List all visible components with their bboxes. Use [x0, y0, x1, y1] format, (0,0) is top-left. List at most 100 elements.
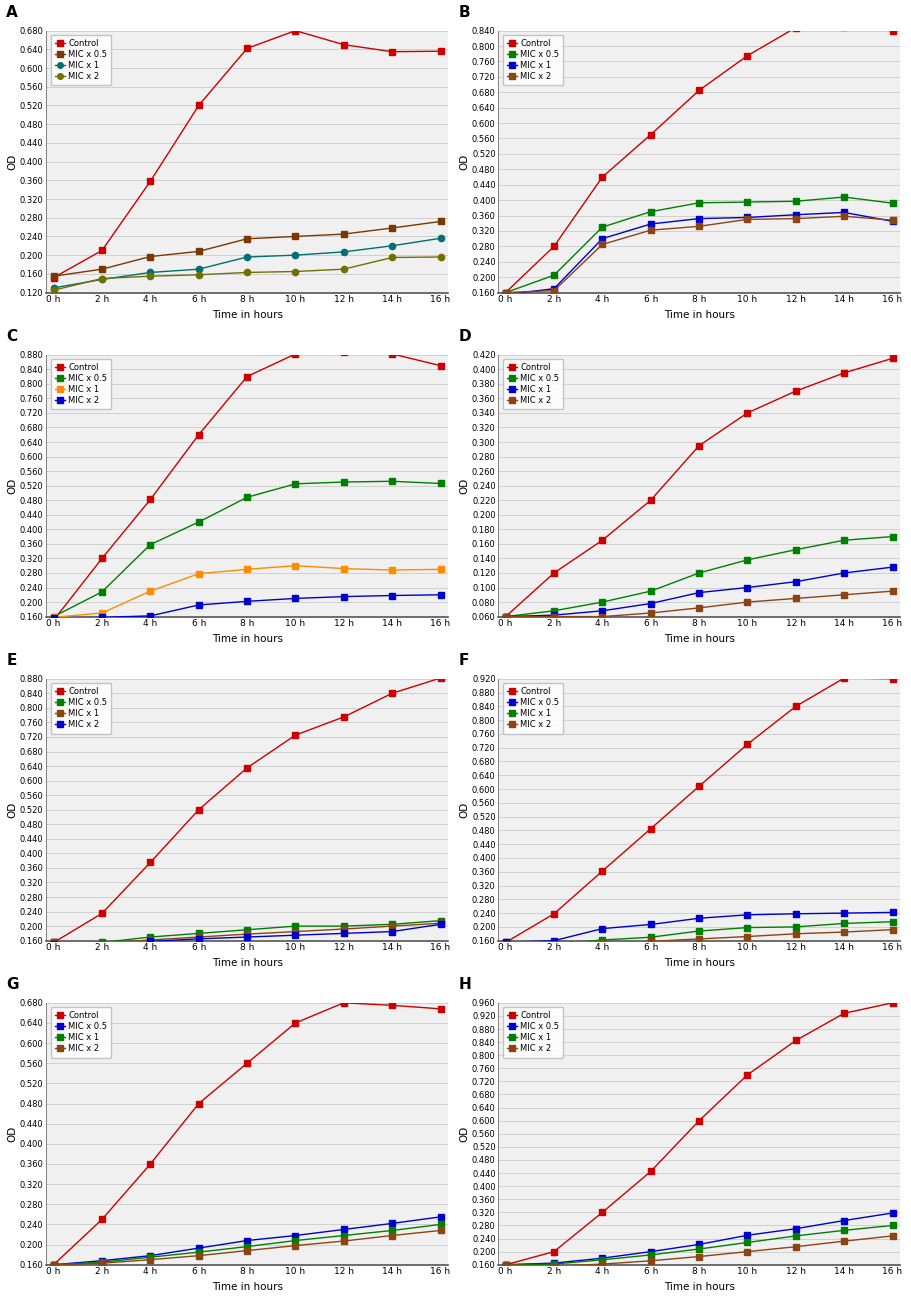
- MIC x 0.5: [48, 609, 59, 625]
- MIC x 2: [241, 929, 252, 944]
- MIC x 1: [791, 920, 802, 935]
- X-axis label: Time in hours: Time in hours: [211, 634, 282, 644]
- MIC x 2: [145, 934, 156, 950]
- MIC x 1: [548, 937, 559, 952]
- MIC x 2: [887, 1228, 898, 1243]
- MIC x 1: [97, 271, 107, 287]
- MIC x 2: [839, 209, 850, 225]
- MIC x 0.5: [839, 1213, 850, 1229]
- Control: [48, 612, 59, 627]
- X-axis label: Time in hours: Time in hours: [211, 1282, 282, 1293]
- MIC x 2: [645, 934, 656, 950]
- MIC x 2: [693, 1248, 704, 1264]
- MIC x 1: [742, 1234, 752, 1250]
- Line: MIC x 0.5: MIC x 0.5: [503, 194, 896, 296]
- MIC x 0.5: [145, 929, 156, 944]
- MIC x 0.5: [645, 1244, 656, 1260]
- MIC x 1: [435, 561, 446, 577]
- MIC x 2: [290, 1238, 301, 1254]
- Control: [500, 609, 511, 625]
- Line: MIC x 0.5: MIC x 0.5: [50, 1213, 444, 1268]
- MIC x 1: [548, 1256, 559, 1272]
- MIC x 2: [791, 1239, 802, 1255]
- MIC x 2: [839, 925, 850, 940]
- Line: MIC x 1: MIC x 1: [503, 564, 896, 620]
- Control: [290, 346, 301, 361]
- MIC x 0.5: [887, 529, 898, 544]
- Control: [386, 686, 397, 701]
- MIC x 0.5: [97, 585, 107, 600]
- Text: H: H: [458, 977, 471, 992]
- Control: [791, 19, 802, 35]
- Legend: Control, MIC x 0.5, MIC x 1, MIC x 2: Control, MIC x 0.5, MIC x 1, MIC x 2: [50, 359, 111, 409]
- MIC x 2: [338, 1233, 349, 1248]
- Control: [548, 565, 559, 581]
- MIC x 1: [500, 937, 511, 952]
- MIC x 1: [97, 1255, 107, 1270]
- MIC x 2: [548, 937, 559, 952]
- MIC x 0.5: [548, 268, 559, 283]
- MIC x 1: [97, 935, 107, 951]
- MIC x 1: [791, 207, 802, 222]
- MIC x 0.5: [290, 229, 301, 244]
- MIC x 0.5: [693, 911, 704, 926]
- Y-axis label: OD: OD: [7, 478, 17, 494]
- MIC x 0.5: [597, 1251, 608, 1267]
- MIC x 1: [386, 562, 397, 578]
- MIC x 1: [597, 603, 608, 618]
- MIC x 2: [290, 591, 301, 607]
- MIC x 0.5: [839, 190, 850, 205]
- MIC x 1: [241, 249, 252, 265]
- Control: [791, 1033, 802, 1048]
- Y-axis label: OD: OD: [7, 1126, 17, 1142]
- Control: [48, 935, 59, 951]
- MIC x 0.5: [386, 474, 397, 490]
- MIC x 1: [290, 924, 301, 939]
- MIC x 1: [839, 916, 850, 931]
- MIC x 1: [645, 216, 656, 231]
- MIC x 0.5: [597, 594, 608, 609]
- MIC x 2: [791, 210, 802, 226]
- Legend: Control, MIC x 0.5, MIC x 1, MIC x 2: Control, MIC x 0.5, MIC x 1, MIC x 2: [503, 683, 563, 734]
- Y-axis label: OD: OD: [459, 801, 469, 818]
- MIC x 0.5: [839, 533, 850, 548]
- Control: [193, 801, 204, 817]
- MIC x 0.5: [386, 917, 397, 933]
- Legend: Control, MIC x 0.5, MIC x 1, MIC x 2: Control, MIC x 0.5, MIC x 1, MIC x 2: [503, 1007, 563, 1057]
- MIC x 2: [791, 926, 802, 942]
- MIC x 1: [791, 1228, 802, 1243]
- MIC x 1: [742, 209, 752, 225]
- MIC x 2: [145, 269, 156, 284]
- Line: MIC x 1: MIC x 1: [503, 1222, 896, 1268]
- Control: [693, 778, 704, 794]
- Control: [145, 1156, 156, 1172]
- MIC x 2: [145, 608, 156, 624]
- MIC x 0.5: [338, 1221, 349, 1237]
- Y-axis label: OD: OD: [7, 801, 17, 818]
- MIC x 1: [645, 596, 656, 612]
- Control: [887, 351, 898, 366]
- MIC x 0.5: [338, 918, 349, 934]
- MIC x 0.5: [742, 195, 752, 210]
- MIC x 2: [338, 926, 349, 942]
- Line: Control: Control: [503, 23, 896, 296]
- Y-axis label: OD: OD: [459, 153, 469, 170]
- MIC x 2: [597, 236, 608, 252]
- MIC x 1: [887, 560, 898, 575]
- MIC x 0.5: [693, 565, 704, 581]
- MIC x 2: [193, 268, 204, 283]
- Legend: Control, MIC x 0.5, MIC x 1, MIC x 2: Control, MIC x 0.5, MIC x 1, MIC x 2: [50, 1007, 111, 1057]
- MIC x 1: [338, 921, 349, 937]
- Control: [839, 1005, 850, 1021]
- Line: MIC x 0.5: MIC x 0.5: [503, 1209, 896, 1268]
- Line: MIC x 1: MIC x 1: [50, 920, 444, 947]
- Control: [645, 1164, 656, 1179]
- Control: [48, 270, 59, 286]
- Line: MIC x 0.5: MIC x 0.5: [503, 909, 896, 946]
- MIC x 1: [290, 557, 301, 573]
- MIC x 0.5: [548, 1255, 559, 1270]
- MIC x 2: [48, 937, 59, 952]
- Line: MIC x 1: MIC x 1: [503, 209, 896, 297]
- MIC x 0.5: [145, 1248, 156, 1264]
- MIC x 1: [193, 566, 204, 582]
